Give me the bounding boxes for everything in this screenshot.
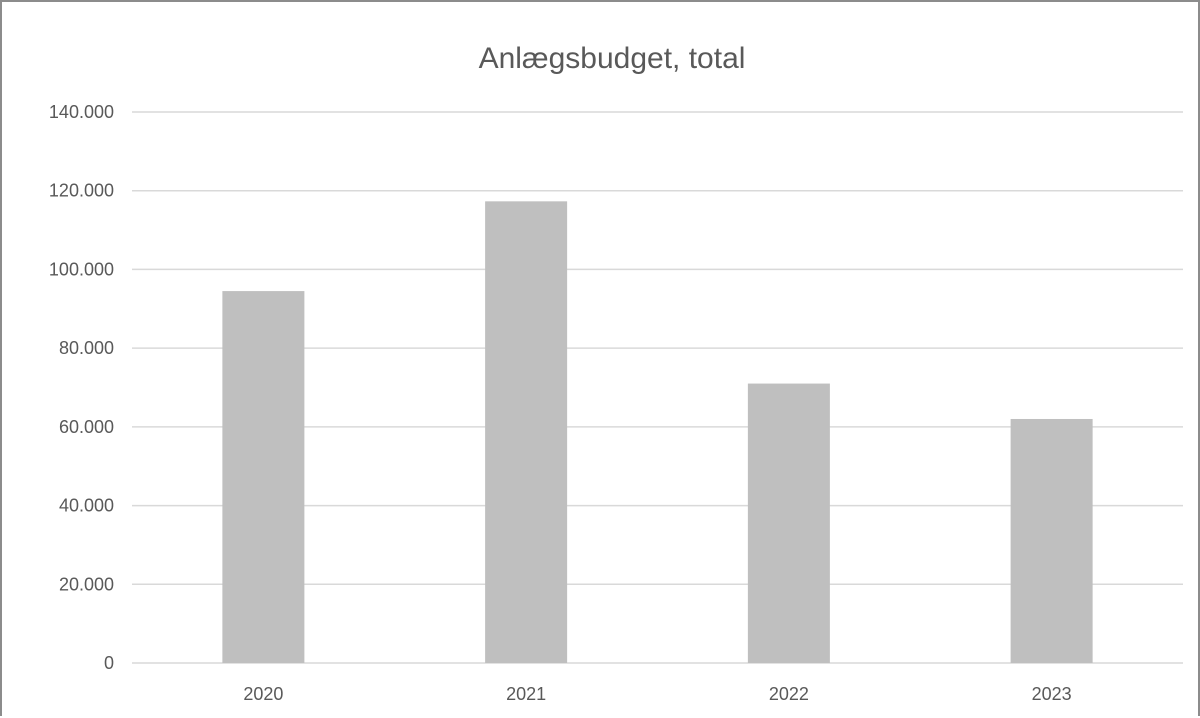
gridlines [132,111,1183,664]
bar-2023 [1010,418,1093,663]
y-tick-label: 0 [104,653,114,673]
bar-2020 [222,291,305,663]
bar-2021 [485,201,568,664]
y-tick-label: 140.000 [49,102,114,122]
x-tick-label: 2023 [1032,684,1072,704]
y-tick-label: 20.000 [59,574,114,594]
y-tick-label: 60.000 [59,417,114,437]
y-tick-label: 80.000 [59,338,114,358]
y-axis-tick-labels: 0 20.000 40.000 60.000 80.000 100.000 120.000 1… [49,102,114,673]
x-axis-tick-labels: 2020 2021 2022 2023 [243,684,1071,704]
y-tick-label: 100.000 [49,259,114,279]
y-tick-label: 120.000 [49,181,114,201]
chart-title: Anlægsbudget, total [479,42,746,75]
y-tick-label: 40.000 [59,496,114,516]
bars [222,201,1093,664]
x-tick-label: 2020 [243,684,283,704]
bar-2022 [747,383,830,663]
x-tick-label: 2021 [506,684,546,704]
x-tick-label: 2022 [769,684,809,704]
